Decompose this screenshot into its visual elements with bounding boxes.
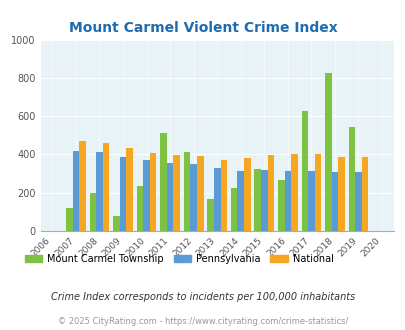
- Bar: [337, 157, 344, 231]
- Text: © 2025 CityRating.com - https://www.cityrating.com/crime-statistics/: © 2025 CityRating.com - https://www.city…: [58, 317, 347, 326]
- Bar: [301, 112, 307, 231]
- Bar: [79, 141, 85, 231]
- Bar: [354, 172, 361, 231]
- Text: Crime Index corresponds to incidents per 100,000 inhabitants: Crime Index corresponds to incidents per…: [51, 292, 354, 302]
- Bar: [102, 143, 109, 231]
- Bar: [267, 155, 273, 231]
- Bar: [183, 151, 190, 231]
- Bar: [113, 216, 119, 231]
- Bar: [196, 156, 203, 231]
- Bar: [237, 171, 243, 231]
- Bar: [96, 151, 102, 231]
- Bar: [314, 154, 320, 231]
- Bar: [66, 208, 72, 231]
- Bar: [324, 73, 331, 231]
- Bar: [173, 155, 179, 231]
- Bar: [220, 160, 226, 231]
- Bar: [243, 158, 250, 231]
- Bar: [149, 153, 156, 231]
- Bar: [348, 127, 354, 231]
- Bar: [136, 186, 143, 231]
- Bar: [213, 168, 220, 231]
- Bar: [277, 180, 284, 231]
- Bar: [290, 154, 297, 231]
- Bar: [254, 169, 260, 231]
- Bar: [361, 157, 367, 231]
- Legend: Mount Carmel Township, Pennsylvania, National: Mount Carmel Township, Pennsylvania, Nat…: [21, 249, 337, 267]
- Bar: [284, 171, 290, 231]
- Bar: [119, 157, 126, 231]
- Bar: [143, 160, 149, 231]
- Bar: [160, 133, 166, 231]
- Bar: [207, 199, 213, 231]
- Bar: [331, 172, 337, 231]
- Bar: [72, 150, 79, 231]
- Bar: [307, 171, 314, 231]
- Bar: [230, 188, 237, 231]
- Bar: [260, 170, 267, 231]
- Bar: [126, 148, 132, 231]
- Bar: [166, 163, 173, 231]
- Text: Mount Carmel Violent Crime Index: Mount Carmel Violent Crime Index: [68, 21, 337, 35]
- Bar: [190, 164, 196, 231]
- Bar: [90, 193, 96, 231]
